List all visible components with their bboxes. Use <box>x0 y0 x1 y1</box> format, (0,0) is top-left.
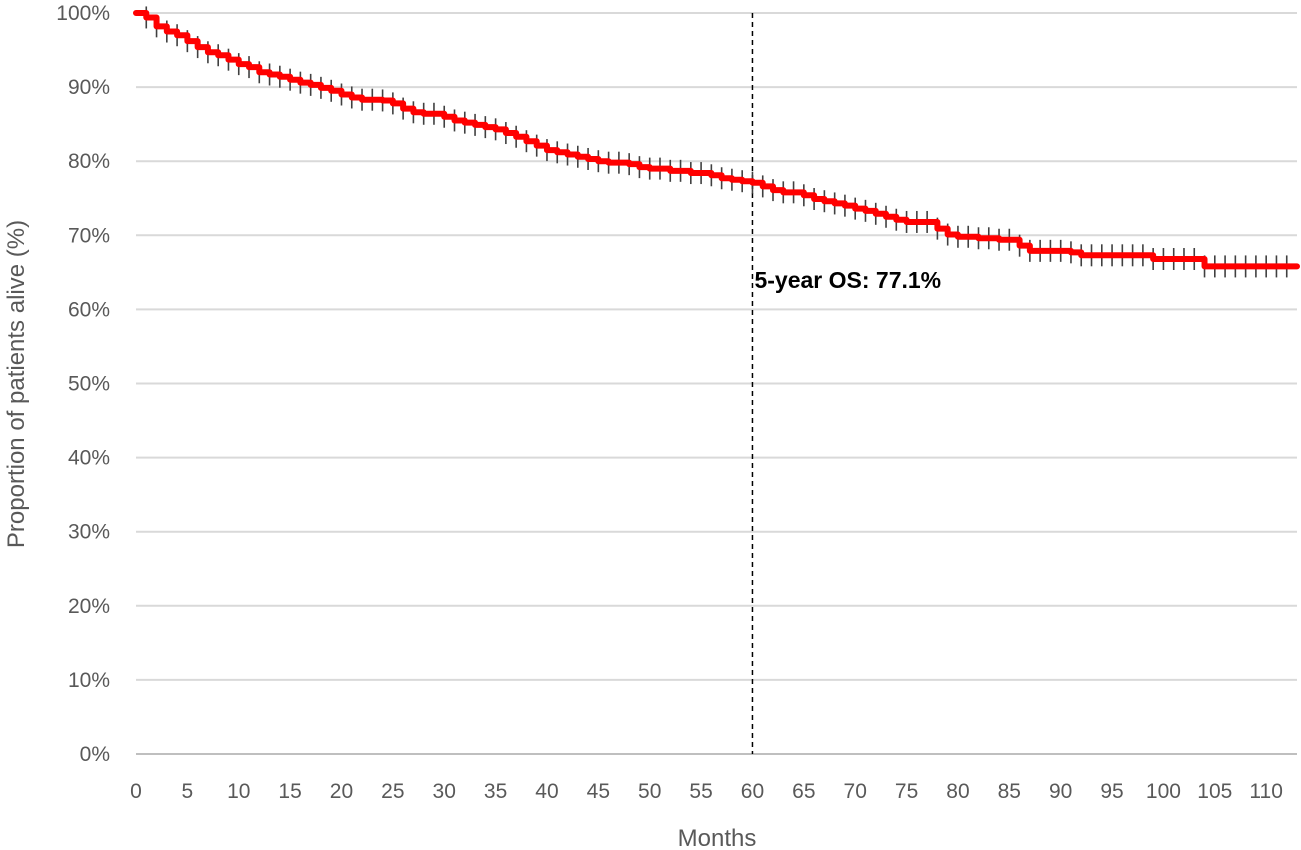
x-tick-label: 95 <box>1100 780 1123 803</box>
x-tick-label: 90 <box>1049 780 1072 803</box>
survival-curve <box>133 10 1300 270</box>
x-tick-label: 0 <box>130 780 142 803</box>
x-axis-title: Months <box>678 825 757 850</box>
x-tick-label: 20 <box>330 780 353 803</box>
y-tick-label: 60% <box>68 298 110 321</box>
y-tick-label: 90% <box>68 76 110 99</box>
y-tick-label: 0% <box>80 743 110 766</box>
y-tick-label: 30% <box>68 521 110 544</box>
x-tick-label: 100 <box>1146 780 1181 803</box>
grid-lines <box>136 12 1297 755</box>
x-tick-label: 55 <box>689 780 712 803</box>
series-group <box>133 6 1300 278</box>
y-tick-label: 100% <box>56 2 110 25</box>
x-tick-label: 85 <box>998 780 1021 803</box>
x-tick-label: 70 <box>844 780 867 803</box>
x-tick-label: 25 <box>381 780 404 803</box>
x-tick-label: 60 <box>741 780 764 803</box>
y-tick-label: 50% <box>68 373 110 396</box>
x-tick-label: 65 <box>792 780 815 803</box>
y-axis-ticks: 0% 10% 20% 30% 40% 50% 60% 70% 80% 90% 100% <box>56 2 110 766</box>
y-tick-label: 70% <box>68 224 110 247</box>
annotation-label: 5-year OS: 77.1% <box>754 267 941 293</box>
x-tick-label: 50 <box>638 780 661 803</box>
x-tick-label: 35 <box>484 780 507 803</box>
x-axis-ticks: 0 5 10 15 20 25 30 35 40 45 50 55 60 65 70 75 80 85 90 95 10… <box>130 780 1283 803</box>
x-tick-label: 45 <box>587 780 610 803</box>
x-tick-label: 30 <box>433 780 456 803</box>
y-tick-label: 80% <box>68 150 110 173</box>
x-tick-label: 40 <box>535 780 558 803</box>
x-tick-label: 105 <box>1197 780 1232 803</box>
y-tick-label: 10% <box>68 669 110 692</box>
x-tick-label: 15 <box>278 780 301 803</box>
y-axis-title: Proportion of patients alive (%) <box>3 220 30 548</box>
x-tick-label: 5 <box>182 780 194 803</box>
x-tick-label: 75 <box>895 780 918 803</box>
x-tick-label: 110 <box>1249 780 1282 803</box>
annotations-group: 5-year OS: 77.1% <box>754 267 941 293</box>
y-tick-label: 20% <box>68 595 110 618</box>
x-tick-label: 10 <box>227 780 250 803</box>
y-tick-label: 40% <box>68 447 110 470</box>
x-tick-label: 80 <box>946 780 969 803</box>
